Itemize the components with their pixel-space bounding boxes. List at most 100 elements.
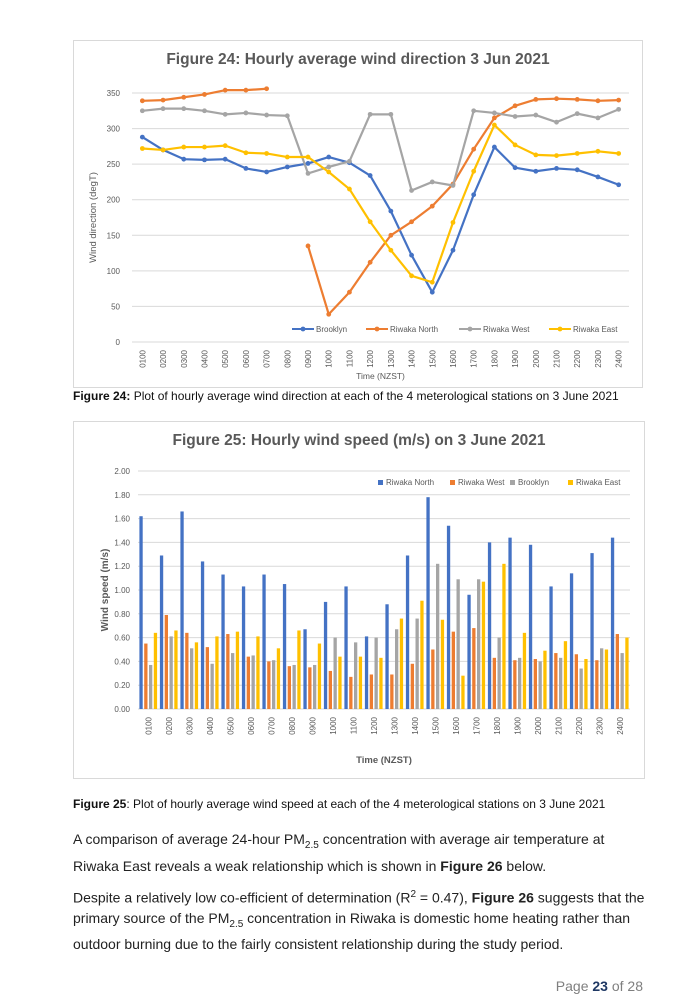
data-point: [512, 165, 518, 171]
x-tick-label: 2000: [534, 716, 543, 734]
bar: [369, 674, 373, 709]
data-point: [409, 273, 414, 279]
bar: [344, 586, 348, 709]
bar: [379, 657, 383, 709]
subscript: 2.5: [304, 839, 319, 851]
bar: [241, 586, 246, 709]
bar: [221, 574, 225, 709]
data-point: [326, 164, 332, 170]
bar: [518, 657, 522, 709]
data-point: [264, 169, 270, 175]
x-tick-label: 1300: [390, 716, 399, 734]
data-point: [533, 168, 539, 174]
data-point: [388, 208, 394, 214]
bar: [153, 632, 158, 709]
bar: [338, 656, 342, 709]
bar: [272, 660, 276, 709]
series-riwaka-north: [139, 86, 622, 317]
legend-swatch: [378, 480, 383, 485]
data-point: [347, 158, 352, 164]
caption-label: Figure 24:: [73, 389, 131, 403]
data-point: [160, 106, 166, 112]
bar: [549, 586, 553, 709]
x-tick-label: 0900: [304, 349, 313, 367]
data-point: [409, 252, 414, 258]
bar: [328, 670, 332, 709]
data-point: [616, 97, 622, 103]
y-tick-label: 100: [107, 267, 121, 276]
data-point: [491, 115, 497, 121]
x-tick-label: 1800: [490, 349, 499, 367]
x-tick-label: 2300: [594, 349, 603, 367]
data-point: [243, 166, 249, 171]
x-tick-label: 0600: [247, 716, 256, 734]
x-tick-label: 1900: [511, 349, 520, 367]
bar: [431, 649, 435, 709]
page-number: Page 23 of 28: [556, 978, 643, 994]
x-axis-title: Time (NZST): [356, 371, 405, 381]
data-point: [429, 203, 435, 209]
figure-ref: Figure 26: [471, 889, 534, 906]
bar: [487, 542, 492, 709]
data-point: [264, 151, 270, 156]
figure-25-chart: Figure 25: Hourly wind speed (m/s) on 3 …: [73, 421, 645, 779]
y-tick-label: 2.00: [114, 467, 130, 476]
data-point: [202, 92, 207, 97]
data-point: [491, 122, 497, 128]
data-point: [202, 144, 207, 150]
text: concentration in Riwaka is domestic home…: [73, 909, 631, 953]
x-tick-label: 2100: [554, 716, 563, 734]
data-point: [574, 97, 580, 102]
caption-text: : Plot of hourly average wind speed at e…: [126, 797, 606, 811]
x-tick-label: 1300: [387, 349, 396, 367]
bar: [395, 629, 399, 709]
bar: [502, 563, 506, 709]
x-tick-label: 0100: [144, 716, 153, 734]
bar: [467, 594, 471, 709]
bar: [436, 563, 440, 709]
bar: [595, 660, 599, 709]
x-tick-label: 0200: [159, 349, 168, 367]
bar: [313, 664, 317, 709]
data-point: [202, 157, 207, 163]
y-tick-label: 0.60: [114, 634, 130, 643]
legend-label: Riwaka East: [573, 325, 618, 334]
bar: [174, 630, 178, 709]
legend-marker: [557, 326, 563, 332]
bar: [354, 642, 358, 709]
series-riwaka-west: [139, 106, 622, 193]
bar: [528, 544, 533, 709]
bar: [497, 637, 501, 709]
data-point: [264, 86, 270, 92]
legend: Riwaka North Riwaka West Brooklyn Riwaka Ea…: [378, 478, 621, 487]
figure-25-caption: Figure 25: Plot of hourly average wind s…: [73, 797, 643, 812]
bar: [349, 676, 353, 709]
data-point: [202, 108, 207, 114]
bar: [579, 668, 583, 709]
bar: [374, 637, 378, 709]
legend: Brooklyn Riwaka North Riwaka West Riwaka Ea…: [292, 325, 618, 334]
data-point: [512, 114, 518, 119]
y-tick-label: 0.20: [114, 681, 130, 690]
data-point: [512, 142, 518, 148]
y-tick-label: 1.60: [114, 515, 130, 524]
data-point: [326, 154, 332, 160]
bar: [308, 667, 312, 709]
data-point: [388, 247, 394, 253]
data-point: [305, 243, 311, 249]
x-tick-label: 0700: [263, 349, 272, 367]
x-tick-label: 1500: [431, 716, 440, 734]
x-tick-label: 0200: [165, 716, 174, 734]
bar: [267, 661, 271, 709]
bar: [600, 648, 604, 709]
x-tick-label: 0400: [200, 349, 209, 367]
bar: [235, 631, 240, 709]
data-point: [388, 232, 394, 238]
bar: [194, 642, 199, 709]
figure-24-caption: Figure 24: Plot of hourly average wind d…: [73, 389, 643, 404]
data-point: [243, 110, 249, 116]
bar: [492, 657, 496, 709]
bar: [538, 661, 542, 709]
data-point: [222, 111, 228, 117]
x-tick-label: 1700: [472, 716, 481, 734]
